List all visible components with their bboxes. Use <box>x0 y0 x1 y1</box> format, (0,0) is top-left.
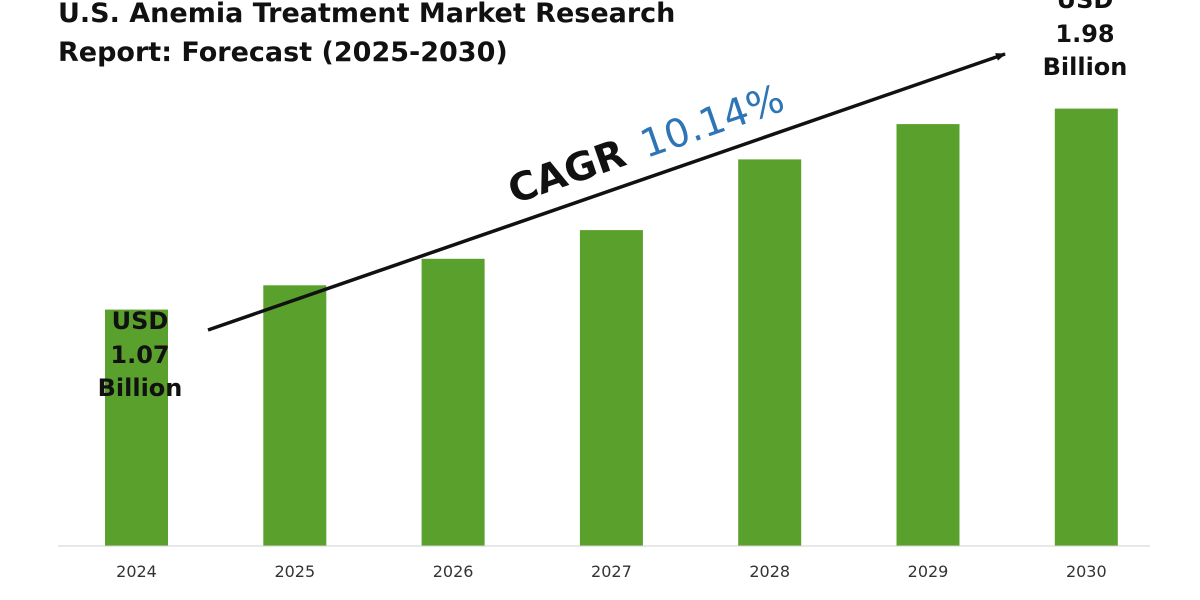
chart-title: U.S. Anemia Treatment Market Research Re… <box>58 0 675 68</box>
x-tick-label-2029: 2029 <box>908 562 949 581</box>
end-label-line-2: 1.98 <box>1055 20 1114 48</box>
start-label-line-2: 1.07 <box>110 341 169 369</box>
end-label-line-3: Billion <box>1043 53 1128 81</box>
bar-2024 <box>105 309 168 546</box>
start-label-line-1: USD <box>112 307 169 335</box>
end-label-line-1: USD <box>1057 0 1114 14</box>
bar-2029 <box>896 124 960 546</box>
cagr-prefix: CAGR <box>503 131 632 213</box>
x-tick-label-2024: 2024 <box>116 562 157 581</box>
bar-2027 <box>579 230 643 546</box>
bar-2026 <box>421 258 485 546</box>
x-tick-label-2027: 2027 <box>591 562 632 581</box>
end-value-label: USD 1.98 Billion <box>1043 0 1128 81</box>
bar-2028 <box>738 159 802 546</box>
x-tick-label-2026: 2026 <box>433 562 474 581</box>
bar-2030 <box>1054 108 1118 546</box>
chart-title-line-1: U.S. Anemia Treatment Market Research <box>58 0 675 29</box>
chart-title-line-2: Report: Forecast (2025-2030) <box>58 37 508 68</box>
x-tick-label-2025: 2025 <box>274 562 315 581</box>
x-tick-label-2028: 2028 <box>749 562 790 581</box>
start-value-label: USD 1.07 Billion <box>98 307 183 402</box>
bars-group <box>105 108 1118 546</box>
trend-arrow <box>207 52 1006 332</box>
x-tick-label-2030: 2030 <box>1066 562 1107 581</box>
bar-2025 <box>263 285 327 546</box>
start-label-line-3: Billion <box>98 374 183 402</box>
x-axis-ticks: 2024 2025 2026 2027 2028 2029 2030 <box>116 562 1107 581</box>
